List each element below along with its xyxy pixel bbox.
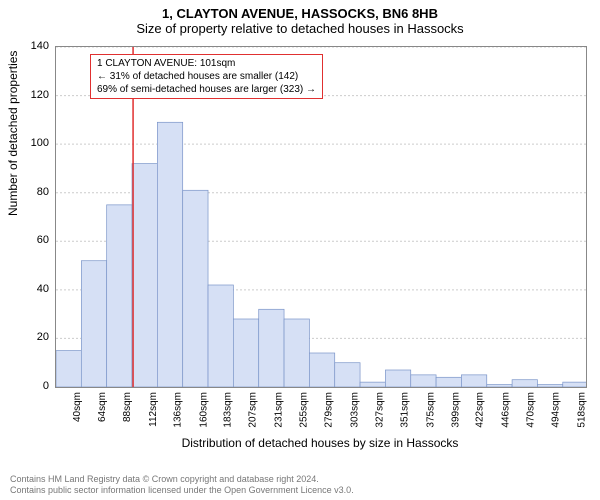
x-tick-label: 207sqm bbox=[248, 392, 259, 428]
x-tick-label: 351sqm bbox=[400, 392, 411, 428]
histogram-bar bbox=[360, 382, 385, 387]
x-tick-label: 279sqm bbox=[324, 392, 335, 428]
histogram-bar bbox=[335, 363, 360, 387]
x-tick-label: 399sqm bbox=[451, 392, 462, 428]
y-tick-label: 100 bbox=[31, 137, 49, 149]
histogram-bar bbox=[512, 380, 537, 387]
x-tick-label: 303sqm bbox=[349, 392, 360, 428]
histogram-bar bbox=[107, 205, 132, 387]
histogram-bar bbox=[233, 319, 258, 387]
histogram-bar bbox=[56, 351, 81, 387]
histogram-bar bbox=[284, 319, 309, 387]
annotation-line-3: 69% of semi-detached houses are larger (… bbox=[97, 83, 316, 96]
x-tick-label: 160sqm bbox=[198, 392, 209, 428]
x-tick-label: 422sqm bbox=[475, 392, 486, 428]
x-tick-label: 183sqm bbox=[223, 392, 234, 428]
x-tick-label: 40sqm bbox=[72, 392, 83, 422]
histogram-bar bbox=[487, 385, 512, 387]
histogram-bar bbox=[436, 377, 461, 387]
x-tick-label: 136sqm bbox=[173, 392, 184, 428]
x-tick-label: 327sqm bbox=[375, 392, 386, 428]
y-tick-label: 140 bbox=[31, 40, 49, 52]
footer-line-2: Contains public sector information licen… bbox=[10, 485, 354, 496]
histogram-bar bbox=[157, 122, 182, 387]
histogram-bar bbox=[411, 375, 436, 387]
footer-attribution: Contains HM Land Registry data © Crown c… bbox=[10, 474, 354, 496]
annotation-line-2: ← 31% of detached houses are smaller (14… bbox=[97, 70, 316, 83]
x-tick-label: 518sqm bbox=[576, 392, 587, 428]
reference-annotation: 1 CLAYTON AVENUE: 101sqm ← 31% of detach… bbox=[90, 54, 323, 99]
x-tick-label: 231sqm bbox=[273, 392, 284, 428]
x-axis: 40sqm 64sqm 88sqm 112sqm 136sqm 160sqm 183sqm 2… bbox=[55, 388, 585, 438]
histogram-bar bbox=[385, 370, 410, 387]
y-tick-label: 80 bbox=[37, 186, 49, 198]
histogram-bar bbox=[563, 382, 586, 387]
histogram-bar bbox=[461, 375, 486, 387]
y-tick-label: 40 bbox=[37, 283, 49, 295]
histogram-bar bbox=[208, 285, 233, 387]
histogram-bar bbox=[183, 190, 208, 387]
footer-line-1: Contains HM Land Registry data © Crown c… bbox=[10, 474, 354, 485]
histogram-bar bbox=[309, 353, 334, 387]
x-tick-label: 494sqm bbox=[551, 392, 562, 428]
x-tick-label: 255sqm bbox=[299, 392, 310, 428]
x-axis-label: Distribution of detached houses by size … bbox=[55, 436, 585, 450]
histogram-bar bbox=[132, 164, 157, 387]
histogram-bar bbox=[259, 309, 284, 387]
y-axis: 020406080100120140 bbox=[0, 46, 53, 386]
histogram-bar bbox=[81, 261, 106, 387]
y-tick-label: 120 bbox=[31, 89, 49, 101]
x-tick-label: 112sqm bbox=[148, 392, 159, 427]
x-tick-label: 88sqm bbox=[122, 392, 133, 422]
y-tick-label: 0 bbox=[43, 380, 49, 392]
x-tick-label: 64sqm bbox=[97, 392, 108, 422]
x-tick-label: 470sqm bbox=[526, 392, 537, 428]
histogram-bar bbox=[537, 385, 562, 387]
y-tick-label: 20 bbox=[37, 331, 49, 343]
y-tick-label: 60 bbox=[37, 234, 49, 246]
chart-subtitle: Size of property relative to detached ho… bbox=[0, 21, 600, 40]
chart-title: 1, CLAYTON AVENUE, HASSOCKS, BN6 8HB bbox=[0, 0, 600, 21]
x-tick-label: 446sqm bbox=[500, 392, 511, 428]
annotation-line-1: 1 CLAYTON AVENUE: 101sqm bbox=[97, 57, 316, 70]
x-tick-label: 375sqm bbox=[425, 392, 436, 428]
